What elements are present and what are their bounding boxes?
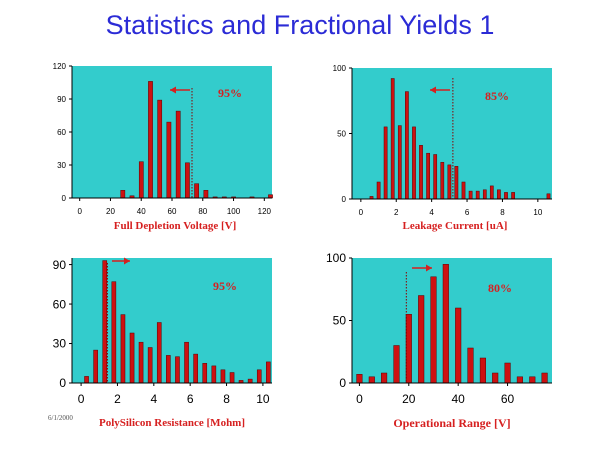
x-tick-label: 20: [402, 392, 416, 406]
bar: [418, 295, 425, 384]
x-tick-label: 4: [150, 392, 157, 406]
bar: [455, 307, 462, 384]
x-tick-label: 4: [429, 208, 434, 217]
bar: [504, 362, 511, 384]
footer-date: 6/1/2000: [48, 414, 73, 422]
y-tick-label: 0: [59, 376, 66, 390]
x-axis-label: PolySilicon Resistance [Mohm]: [99, 417, 245, 429]
y-tick-label: 50: [337, 129, 346, 138]
x-tick-label: 40: [451, 392, 465, 406]
x-tick-label: 60: [168, 207, 177, 216]
x-tick-label: 0: [78, 392, 85, 406]
arrow-head: [430, 86, 436, 94]
y-tick-label: 90: [57, 95, 66, 104]
x-tick-label: 0: [356, 392, 363, 406]
x-tick-label: 100: [227, 207, 241, 216]
bar: [405, 314, 412, 384]
bar: [467, 347, 474, 384]
x-tick-label: 10: [533, 208, 542, 217]
slide-title: Statistics and Fractional Yields 1: [105, 10, 495, 40]
x-tick-label: 8: [223, 392, 230, 406]
bar: [516, 376, 523, 384]
y-tick-label: 60: [53, 297, 67, 311]
y-tick-label: 100: [326, 251, 346, 265]
plot-area: [352, 258, 552, 383]
x-tick-label: 60: [501, 392, 515, 406]
bar: [381, 372, 388, 384]
bar: [529, 376, 536, 384]
x-tick-label: 2: [114, 392, 121, 406]
y-tick-label: 30: [53, 337, 67, 351]
y-tick-label: 100: [333, 64, 347, 73]
x-tick-label: 8: [500, 208, 505, 217]
y-tick-label: 0: [342, 195, 347, 204]
x-tick-label: 40: [137, 207, 146, 216]
arrow-head: [426, 264, 432, 272]
x-axis-label: Leakage Current [uA]: [403, 220, 508, 232]
bar: [368, 376, 375, 384]
y-tick-label: 90: [53, 258, 67, 272]
y-tick-label: 60: [57, 128, 66, 137]
x-tick-label: 10: [256, 392, 270, 406]
yield-percentage: 95%: [213, 279, 237, 293]
x-axis-label: Full Depletion Voltage [V]: [114, 220, 237, 232]
x-tick-label: 6: [187, 392, 194, 406]
y-tick-label: 0: [339, 376, 346, 390]
yield-percentage: 95%: [218, 86, 242, 100]
bar: [492, 372, 499, 384]
yield-percentage: 85%: [485, 89, 509, 103]
x-tick-label: 2: [394, 208, 399, 217]
bar: [356, 374, 363, 384]
bar: [479, 357, 486, 384]
yield-percentage: 80%: [488, 281, 512, 295]
arrow-head: [124, 257, 130, 265]
x-axis-label: Operational Range [V]: [393, 416, 510, 430]
bar: [393, 345, 400, 384]
x-tick-label: 80: [198, 207, 207, 216]
x-tick-label: 0: [77, 207, 82, 216]
y-tick-label: 30: [57, 161, 66, 170]
x-tick-label: 20: [106, 207, 115, 216]
plot-area: [72, 66, 272, 198]
y-tick-label: 0: [62, 194, 67, 203]
y-tick-label: 120: [53, 62, 67, 71]
arrow-head: [170, 86, 176, 94]
y-tick-label: 50: [333, 314, 347, 328]
bar: [541, 372, 548, 384]
x-tick-label: 0: [359, 208, 364, 217]
bar: [430, 276, 437, 384]
x-tick-label: 6: [465, 208, 470, 217]
bar: [442, 264, 449, 384]
x-tick-label: 120: [258, 207, 272, 216]
